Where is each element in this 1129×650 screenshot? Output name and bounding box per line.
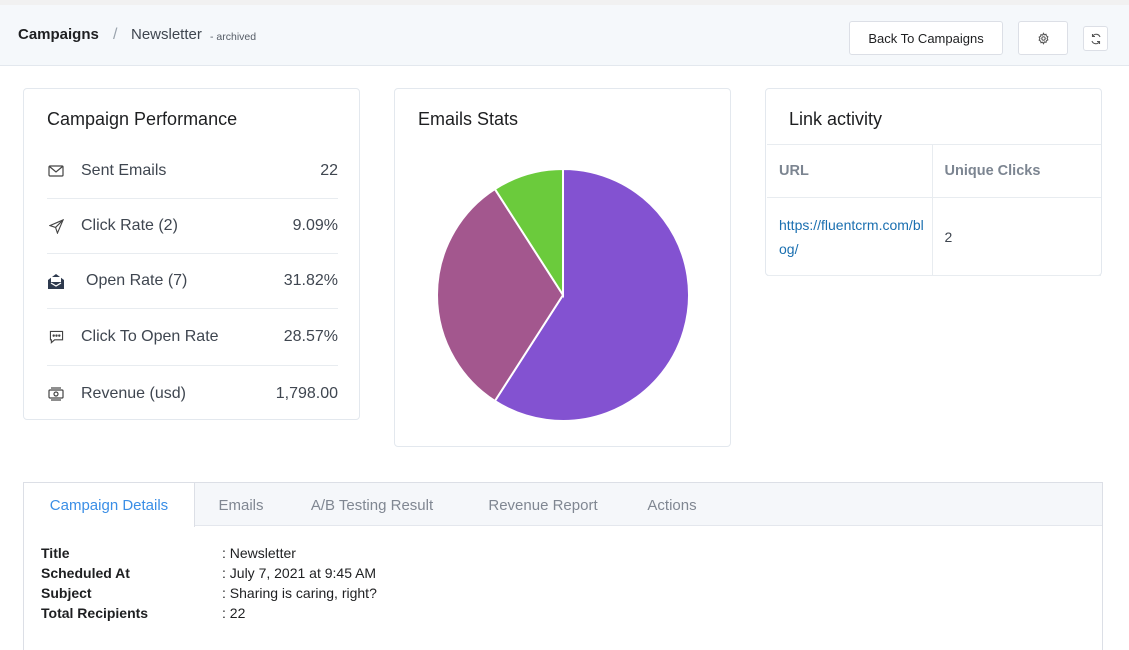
url-link[interactable]: https://fluentcrm.com/blog/ — [779, 216, 924, 257]
page-header: Campaigns / Newsletter - archived Back T… — [0, 5, 1129, 66]
stat-label: Open Rate (7) — [86, 272, 188, 289]
refresh-icon — [1090, 33, 1101, 44]
table-header-row: URL Unique Clicks — [767, 144, 1101, 198]
emails-stats-card: Emails Stats — [394, 88, 731, 447]
detail-row-total-recipients: Total Recipients : 22 — [41, 605, 377, 625]
detail-value: : July 7, 2021 at 9:45 AM — [222, 565, 377, 581]
chat-icon — [47, 328, 65, 346]
tab-campaign-details[interactable]: Campaign Details — [24, 483, 195, 527]
stat-value: 1,798.00 — [275, 384, 338, 402]
emails-stats-chart — [435, 167, 691, 423]
detail-row-scheduled-at: Scheduled At : July 7, 2021 at 9:45 AM — [41, 565, 377, 585]
campaign-details: Title : Newsletter Scheduled At : July 7… — [41, 545, 377, 625]
stat-value: 31.82% — [283, 272, 338, 289]
stat-row-click-to-open-rate: Click To Open Rate 28.57% — [47, 309, 338, 366]
link-activity-title: Link activity — [789, 109, 883, 129]
main-content: Campaign Performance Sent Emails 22 Clic… — [0, 66, 1129, 650]
open-envelope-icon — [47, 272, 65, 290]
tab-ab-testing-result[interactable]: A/B Testing Result — [310, 496, 434, 514]
stat-row-sent-emails: Sent Emails 22 — [47, 144, 338, 199]
detail-value: : 22 — [222, 605, 246, 621]
stat-row-revenue: Revenue (usd) 1,798.00 — [47, 366, 338, 421]
detail-row-title: Title : Newsletter — [41, 545, 377, 565]
tab-revenue-report[interactable]: Revenue Report — [488, 496, 598, 514]
back-to-campaigns-button[interactable]: Back To Campaigns — [849, 21, 1003, 55]
tab-emails[interactable]: Emails — [218, 496, 264, 514]
url-cell: https://fluentcrm.com/blog/ — [767, 197, 933, 276]
detail-key: Title — [41, 545, 70, 561]
clicks-cell: 2 — [932, 197, 1101, 276]
detail-key: Total Recipients — [41, 605, 149, 621]
send-icon — [47, 217, 65, 235]
detail-key: Scheduled At — [41, 565, 130, 581]
settings-button[interactable] — [1018, 21, 1068, 55]
link-activity-table: URL Unique Clicks https://fluentcrm.com/… — [767, 144, 1101, 276]
stat-value: 9.09% — [292, 217, 338, 234]
clicks-value: 2 — [944, 228, 953, 245]
detail-value: : Sharing is caring, right? — [222, 585, 377, 601]
breadcrumb-campaigns-link[interactable]: Campaigns — [18, 26, 99, 43]
stat-row-click-rate: Click Rate (2) 9.09% — [47, 199, 338, 254]
tabs-bar: Campaign Details Emails A/B Testing Resu… — [24, 483, 1102, 527]
stat-label: Click Rate (2) — [81, 217, 178, 234]
top-strip — [0, 0, 1129, 5]
campaign-tabs-panel: Campaign Details Emails A/B Testing Resu… — [23, 482, 1103, 650]
breadcrumb-separator: / — [113, 26, 118, 43]
envelope-icon — [47, 162, 65, 180]
campaign-status: - archived — [210, 31, 257, 43]
pie-slice-2[interactable] — [493, 167, 564, 299]
pie-slice-1[interactable] — [436, 187, 565, 403]
stat-label: Click To Open Rate — [81, 328, 219, 345]
stat-label: Sent Emails — [81, 162, 167, 179]
gear-icon — [1037, 31, 1049, 45]
detail-row-subject: Subject : Sharing is caring, right? — [41, 585, 377, 605]
tab-actions[interactable]: Actions — [647, 496, 697, 514]
money-icon — [47, 385, 65, 403]
stat-value: 28.57% — [283, 328, 338, 345]
pie-chart — [436, 167, 690, 422]
stat-label: Revenue (usd) — [81, 384, 186, 402]
table-row: https://fluentcrm.com/blog/ 2 — [767, 197, 1101, 276]
breadcrumb-current: Newsletter — [131, 26, 202, 43]
link-activity-card: Link activity URL Unique Clicks https://… — [765, 88, 1102, 276]
column-header-url: URL — [767, 144, 933, 198]
campaign-performance-title: Campaign Performance — [47, 109, 238, 129]
pie-slice-0[interactable] — [493, 167, 690, 422]
column-header-unique-clicks: Unique Clicks — [932, 144, 1101, 198]
detail-key: Subject — [41, 585, 92, 601]
refresh-button[interactable] — [1083, 26, 1108, 51]
campaign-performance-card: Campaign Performance Sent Emails 22 Clic… — [23, 88, 360, 420]
emails-stats-title: Emails Stats — [418, 109, 519, 129]
stat-row-open-rate: Open Rate (7) 31.82% — [47, 254, 338, 309]
detail-value: : Newsletter — [222, 545, 296, 561]
stat-value: 22 — [320, 162, 338, 179]
